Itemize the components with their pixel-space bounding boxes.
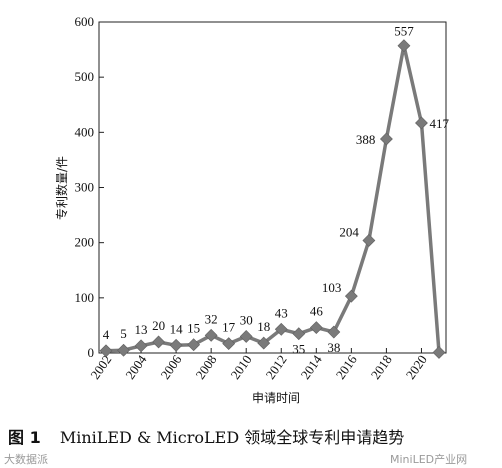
x-tick-label: 2020: [403, 352, 430, 382]
data-point-marker: [222, 337, 236, 351]
y-axis-title: 专利数量/件: [54, 156, 69, 220]
data-point-marker: [344, 289, 358, 303]
data-label: 103: [322, 280, 342, 295]
y-tick-label: 300: [75, 180, 95, 195]
x-tick-label: 2010: [227, 352, 254, 382]
trend-line: [105, 43, 441, 353]
figure-number: 图 1: [8, 428, 41, 447]
data-labels: 4 5 13 20 14 15 32 17 30 18 43 35 46 38 103 204 388 557 41…: [103, 24, 450, 357]
data-label: 20: [152, 318, 165, 333]
data-label: 38: [327, 340, 340, 355]
data-point-marker: [99, 344, 113, 358]
data-point-marker: [117, 343, 130, 357]
data-point-marker: [432, 346, 446, 359]
data-point-marker: [152, 335, 166, 349]
x-tick-label: 2012: [263, 352, 290, 382]
data-label: 417: [429, 116, 449, 131]
data-label: 5: [120, 326, 127, 341]
y-tick-label: 100: [75, 290, 95, 305]
data-point-marker: [204, 328, 218, 342]
data-label: 557: [394, 24, 414, 39]
x-tick-label: 2004: [122, 352, 149, 382]
data-point-marker: [257, 336, 271, 350]
x-tick-label: 2006: [157, 352, 184, 382]
data-label: 13: [135, 322, 148, 337]
data-label: 43: [275, 305, 288, 320]
axes: [98, 21, 447, 354]
data-label: 18: [257, 319, 270, 334]
data-point-marker: [379, 132, 393, 146]
x-tick-label: 2008: [192, 352, 219, 382]
x-tick-label: 2016: [333, 352, 360, 382]
data-label: 15: [187, 321, 200, 336]
data-point-marker: [309, 321, 323, 335]
y-tick-label: 0: [88, 345, 95, 360]
data-label: 4: [103, 327, 110, 342]
data-point-marker: [187, 338, 201, 352]
figure-caption: 图 1 MiniLED & MicroLED 领域全球专利申请趋势: [8, 424, 502, 454]
data-point-marker: [134, 339, 148, 353]
data-point-marker: [362, 234, 376, 247]
data-label: 17: [222, 320, 236, 335]
data-point-marker: [169, 338, 183, 352]
data-point-marker: [274, 322, 288, 336]
y-tick-label: 200: [75, 235, 95, 250]
y-tick-label: 600: [75, 14, 95, 29]
y-tick-label: 400: [75, 124, 95, 139]
data-label: 32: [205, 311, 218, 326]
data-label: 46: [310, 304, 324, 319]
data-label: 14: [170, 321, 184, 336]
x-tick-label: 2018: [368, 352, 395, 382]
series-line: [99, 39, 446, 359]
watermark-right: MiniLED产业网: [390, 453, 468, 466]
data-point-marker: [415, 116, 428, 130]
x-axis-title: 申请时间: [252, 391, 300, 405]
plot-frame: [98, 21, 447, 354]
y-tick-label: 500: [75, 69, 95, 84]
data-label: 388: [356, 132, 376, 147]
figure-title: MiniLED & MicroLED 领域全球专利申请趋势: [59, 428, 405, 447]
data-point-marker: [327, 325, 341, 339]
data-label: 30: [240, 312, 253, 327]
data-point-marker: [292, 327, 306, 341]
data-label: 204: [339, 224, 359, 239]
data-point-marker: [239, 330, 253, 343]
data-label: 35: [292, 342, 305, 357]
watermark-left: 大数据派: [4, 453, 48, 466]
data-point-marker: [397, 39, 411, 53]
